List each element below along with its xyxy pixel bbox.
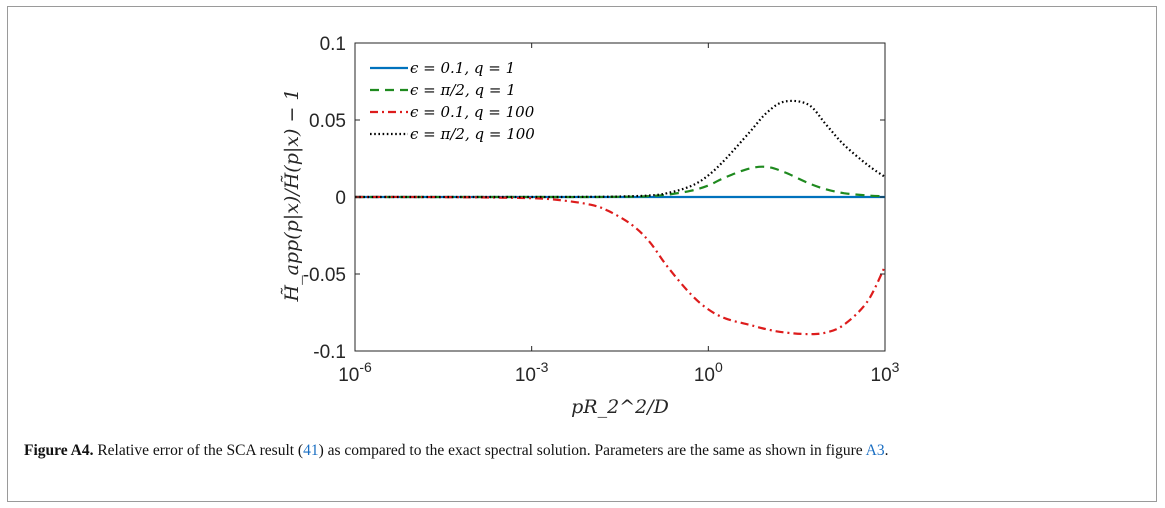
legend-label-3: ϵ = 0.1, q = 100	[410, 103, 535, 121]
y-tick-label: 0.1	[320, 34, 346, 55]
x-tick-label: 100	[694, 359, 723, 386]
caption-text-3: .	[884, 442, 889, 459]
y-tick-label: -0.05	[303, 265, 346, 286]
legend-label-1: ϵ = 0.1, q = 1	[410, 59, 515, 77]
y-axis-label: H̃_app(p|x)/H̃(p|x) − 1	[281, 89, 303, 303]
x-tick-label: 10-6	[338, 359, 372, 386]
x-tick-label: 103	[871, 359, 900, 386]
ticks-layer: 10-6 10-3 100 103 -0.1 -0.05 0 0.05 0.1	[303, 34, 900, 386]
legend-label-4: ϵ = π/2, q = 100	[410, 125, 535, 143]
caption-text-2: ) as compared to the exact spectral solu…	[318, 442, 866, 459]
y-tick-label: -0.1	[313, 342, 346, 363]
figure-frame	[7, 6, 1157, 502]
series-layer	[354, 99, 886, 336]
legend: ϵ = 0.1, q = 1 ϵ = π/2, q = 1 ϵ = 0.1, q =…	[370, 59, 535, 143]
caption-text-1: Relative error of the SCA result (	[97, 442, 304, 459]
series-line-2	[355, 165, 886, 199]
x-tick-label: 10-3	[515, 359, 549, 386]
x-axis-label: pR_2^2/D	[571, 396, 669, 418]
y-tick-label: 0.05	[309, 111, 346, 132]
chart: 10-6 10-3 100 103 -0.1 -0.05 0 0.05 0.1 ϵ = 0.1,…	[281, 34, 900, 418]
figure-caption: Figure A4. Relative error of the SCA res…	[24, 440, 1134, 461]
series-line-3	[354, 195, 886, 336]
caption-ref-equation[interactable]: 41	[303, 442, 319, 459]
y-tick-label: 0	[335, 188, 346, 209]
legend-label-2: ϵ = π/2, q = 1	[410, 81, 516, 99]
caption-label: Figure A4.	[24, 442, 94, 459]
caption-ref-figure[interactable]: A3	[865, 442, 885, 459]
